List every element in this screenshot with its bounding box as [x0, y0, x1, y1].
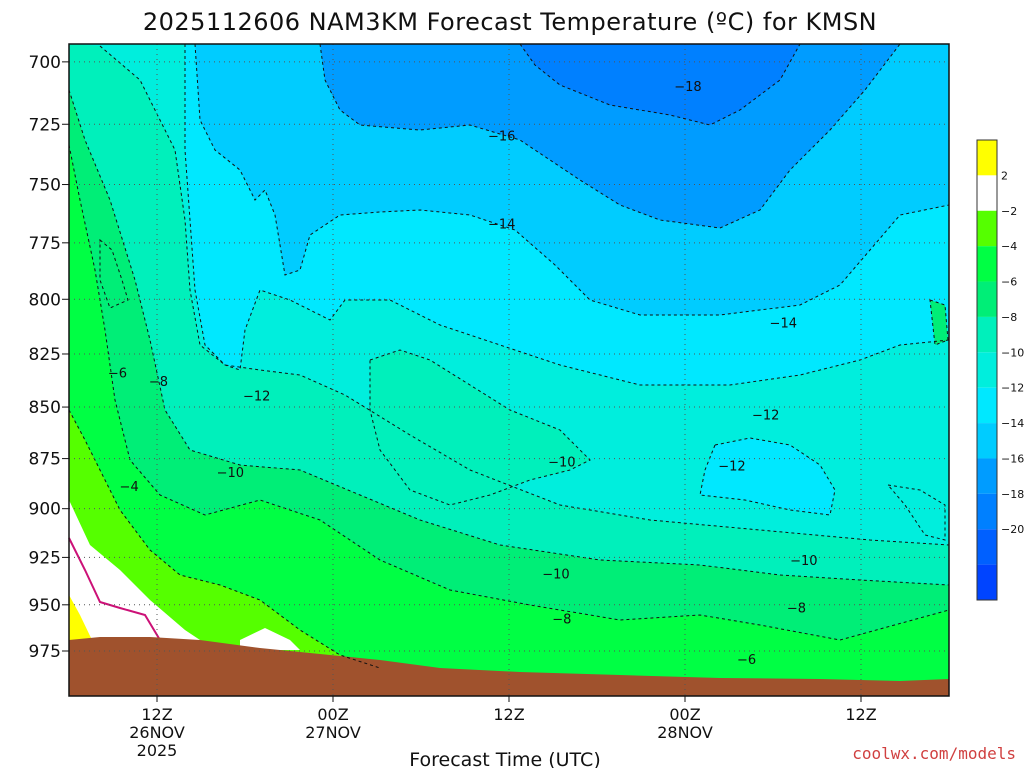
contour-line	[369, 349, 591, 506]
y-tick-label: 900	[29, 500, 61, 520]
colorbar-label: −20	[1001, 523, 1024, 536]
contour-label: −12	[752, 408, 779, 423]
contour-label: −12	[718, 460, 745, 475]
band-fill-minus6	[69, 145, 949, 696]
colorbar-label: −18	[1001, 488, 1024, 501]
colorbar-label: −14	[1001, 417, 1024, 430]
contour-line	[519, 43, 801, 126]
colorbar-label: −16	[1001, 452, 1024, 465]
contour-label: −10	[790, 554, 817, 569]
contour-label: −8	[149, 375, 168, 390]
y-tick-label: 800	[29, 290, 61, 310]
band-fill-plus2	[69, 595, 92, 640]
x-tick-label: 00Z	[669, 705, 700, 724]
y-tick-label: 775	[29, 234, 61, 254]
contour-line	[194, 43, 950, 316]
x-tick-year: 2025	[137, 741, 178, 760]
colorbar-frame	[976, 139, 998, 601]
contour-label: −18	[674, 80, 701, 95]
contour-label: −10	[542, 568, 569, 583]
contour-label: −6	[108, 366, 127, 381]
colorbar-swatch	[977, 281, 997, 317]
colorbar-swatch	[977, 316, 997, 353]
credit-text: coolwx.com/models	[852, 744, 1016, 763]
y-tick-label: 950	[29, 596, 61, 616]
colorbar-swatch	[977, 493, 997, 530]
colorbar-label: −8	[1001, 311, 1017, 324]
y-axis: 700 725 750 775 800 825 850 875 900 925 950 975	[29, 53, 69, 662]
contour-label: −10	[548, 456, 575, 471]
contour-label: −6	[737, 653, 756, 668]
contour-line	[68, 89, 950, 586]
x-tick-label: 00Z	[317, 705, 348, 724]
plot-grid	[69, 44, 949, 696]
contour-label: −4	[120, 480, 139, 495]
band-fill-zero	[69, 500, 215, 650]
colorbar-label: −2	[1001, 205, 1017, 218]
band-fill-minus14-island	[700, 438, 835, 515]
band-fill-zero-pocket	[240, 628, 300, 650]
y-tick-label: 925	[29, 548, 61, 568]
contour-line	[99, 238, 129, 309]
band-fill-minus8-island	[930, 300, 948, 345]
y-tick-label: 700	[29, 53, 61, 73]
contour-line	[99, 45, 950, 546]
colorbar-swatch	[977, 529, 997, 565]
colorbar-label: −4	[1001, 240, 1017, 253]
contour-labels: −18 −16 −14 −14 −12 −12 −12 −10 −10 −10 −10 −8 −8 −8 −…	[108, 80, 818, 668]
contour-line	[886, 484, 946, 541]
colorbar-swatch	[977, 246, 997, 282]
colorbar-swatch	[977, 458, 997, 494]
terrain	[69, 637, 949, 696]
colorbar-swatch	[977, 140, 997, 176]
contour-label: −12	[243, 390, 270, 405]
colorbar-label: −12	[1001, 382, 1024, 395]
contour-line	[319, 43, 901, 229]
y-tick-label: 975	[29, 642, 61, 662]
contour-label: −8	[552, 613, 571, 628]
y-tick-label: 850	[29, 398, 61, 418]
contour-label: −14	[488, 217, 515, 232]
contour-line	[68, 409, 381, 669]
x-tick-label: 12Z	[493, 705, 524, 724]
colorbar-label: 2	[1001, 169, 1008, 182]
contour-label: −14	[770, 317, 797, 332]
x-tick-label: 12Z	[845, 705, 876, 724]
y-tick-label: 875	[29, 450, 61, 470]
colorbar: 2 −2 −4 −6 −8 −10 −12 −14 −16 −18 −20	[976, 139, 1024, 601]
contour-line	[68, 144, 950, 641]
colorbar-swatch	[977, 564, 997, 600]
x-tick-label: 12Z	[141, 705, 172, 724]
chart-title: 2025112606 NAM3KM Forecast Temperature (…	[143, 8, 877, 36]
x-tick-date: 27NOV	[305, 723, 361, 742]
y-tick-label: 825	[29, 345, 61, 365]
x-axis-label: Forecast Time (UTC)	[409, 749, 600, 768]
x-tick-date: 28NOV	[657, 723, 713, 742]
contour-label: −10	[217, 466, 244, 481]
contour-line	[184, 44, 950, 386]
plot-area	[68, 43, 950, 697]
colorbar-label: −10	[1001, 346, 1024, 359]
contour-line	[929, 299, 949, 346]
colorbar-swatch	[977, 387, 997, 424]
colorbar-swatch	[977, 210, 997, 247]
contour-label: −8	[787, 602, 806, 617]
x-tick-date: 26NOV	[129, 723, 185, 742]
colorbar-label: −6	[1001, 276, 1017, 289]
colorbar-swatch	[977, 175, 997, 211]
band-fill-minus20	[520, 44, 800, 125]
y-tick-label: 725	[29, 115, 61, 135]
colorbar-swatch	[977, 352, 997, 388]
y-tick-label: 750	[29, 176, 61, 196]
colorbar-swatch	[977, 423, 997, 459]
contour-line	[699, 437, 836, 516]
band-fill-minus10-island	[370, 350, 590, 505]
contour-label: −16	[488, 129, 515, 144]
